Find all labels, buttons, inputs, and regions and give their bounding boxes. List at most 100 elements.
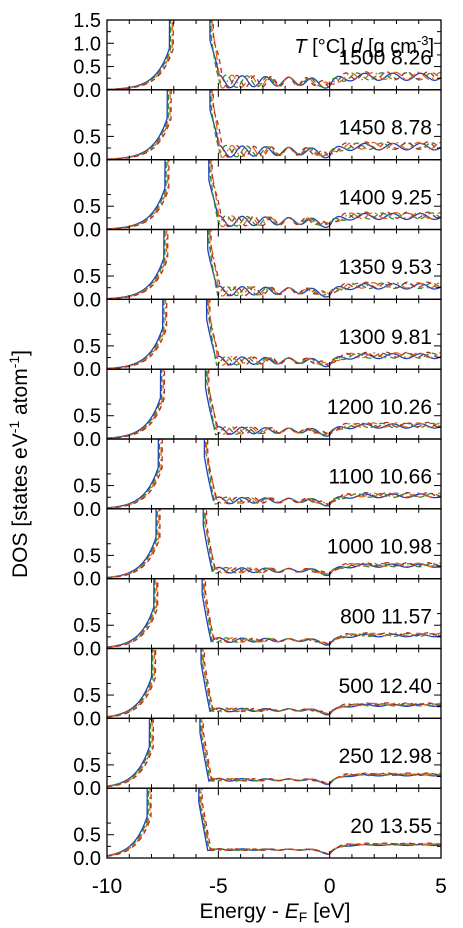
dos-series-line — [107, 299, 441, 370]
panel-2: 0.00.5 1400 9.25 — [73, 159, 442, 242]
panel-10: 0.00.5 250 12.98 — [73, 717, 442, 800]
panel-6: 0.00.5 1100 10.66 — [73, 438, 442, 521]
panel-7: 0.00.5 1000 10.98 — [73, 508, 442, 591]
y-tick-label: 0.0 — [73, 848, 101, 870]
panel-label: 500 12.40 — [339, 675, 432, 698]
y-tick-label: 0.0 — [73, 429, 101, 451]
y-tick-label: 0.5 — [73, 545, 101, 567]
panel-4: 0.00.5 1300 9.81 — [73, 298, 442, 381]
panel-5: 0.00.5 1200 10.26 — [73, 368, 442, 451]
y-tick-label: 0.5 — [73, 406, 101, 428]
curves-group — [107, 718, 441, 788]
y-tick-label: 0.5 — [73, 825, 101, 847]
curves-group — [107, 299, 441, 370]
curves-group — [107, 508, 441, 579]
dos-series-line — [107, 159, 441, 230]
y-tick-label: 1.0 — [73, 33, 101, 55]
dos-series-line — [107, 788, 441, 857]
curves-group — [107, 89, 441, 160]
dos-series-line — [107, 508, 441, 579]
x-tick-label: -10 — [92, 875, 122, 898]
panel-11: 0.00.5 20 13.55 — [73, 787, 442, 870]
panel-0: 0.00.51.01.5 1500 8.26 — [73, 10, 442, 102]
curves-group — [107, 20, 441, 90]
x-axis-label: Energy - EF [eV] — [200, 900, 351, 925]
y-tick-label: 0.5 — [73, 615, 101, 637]
y-tick-label: 0.5 — [73, 755, 101, 777]
x-tick-label: 5 — [435, 875, 447, 898]
column-header: T [°C] d [g cm-3] — [294, 33, 434, 58]
dos-series-line — [107, 229, 441, 300]
y-tick-label: 0.5 — [73, 196, 101, 218]
y-tick-label: 0.0 — [73, 499, 101, 521]
panel-label: 1100 10.66 — [328, 466, 432, 489]
panel-label: 1450 8.78 — [339, 117, 432, 140]
x-tick-label: -5 — [209, 875, 228, 898]
y-axis-label: DOS [states eV-1 atom-1] — [6, 350, 32, 578]
dos-series-line — [107, 299, 441, 370]
curves-group — [107, 159, 441, 230]
y-tick-label: 0.0 — [73, 639, 101, 661]
dos-series-line — [107, 788, 441, 857]
dos-series-line — [107, 578, 441, 649]
curves-group — [107, 439, 441, 509]
x-tick-label: 0 — [324, 875, 336, 898]
dos-series-line — [107, 439, 441, 509]
dos-series-line — [107, 439, 441, 509]
panel-label: 250 12.98 — [339, 745, 432, 768]
dos-series-line — [107, 20, 441, 90]
dos-series-line — [107, 229, 441, 300]
dos-series-line — [107, 159, 441, 230]
dos-series-line — [107, 508, 441, 579]
y-tick-label: 0.5 — [73, 266, 101, 288]
dos-series-line — [107, 648, 441, 718]
y-tick-label: 0.0 — [73, 778, 101, 800]
dos-series-line — [107, 718, 441, 788]
y-tick-label: 0.5 — [73, 476, 101, 498]
panel-label: 1350 9.53 — [339, 256, 432, 279]
panel-label: 20 13.55 — [350, 815, 432, 838]
dos-series-line — [107, 159, 441, 230]
y-tick-label: 0.5 — [73, 57, 101, 79]
panel-label: 800 11.57 — [340, 605, 432, 628]
y-tick-label: 0.0 — [73, 359, 101, 381]
dos-series-line — [107, 159, 441, 230]
panel-label: 1400 9.25 — [339, 186, 432, 209]
dos-series-line — [107, 89, 441, 160]
y-tick-label: 0.0 — [73, 150, 101, 172]
y-tick-label: 0.0 — [73, 80, 101, 102]
dos-series-line — [107, 439, 441, 509]
panel-label: 1500 8.26 — [339, 47, 432, 70]
dos-series-line — [107, 89, 441, 160]
curves-group — [107, 788, 441, 857]
dos-series-line — [107, 508, 441, 579]
y-tick-label: 0.0 — [73, 569, 101, 591]
panel-9: 0.00.5 500 12.40 — [73, 647, 442, 730]
curves-group — [107, 369, 441, 439]
y-tick-label: 0.0 — [73, 220, 101, 242]
dos-series-line — [107, 369, 441, 439]
curves-group — [107, 229, 441, 300]
panel-1: 0.00.5 1450 8.78 — [73, 89, 442, 172]
panel-label: 1000 10.98 — [327, 536, 432, 559]
dos-series-line — [107, 369, 441, 439]
dos-series-line — [107, 229, 441, 300]
panel-8: 0.00.5 800 11.57 — [73, 578, 442, 661]
dos-series-line — [107, 89, 441, 160]
y-tick-label: 0.5 — [73, 336, 101, 358]
dos-series-line — [107, 648, 441, 718]
curves-group — [107, 578, 441, 649]
panel-label: 1200 10.26 — [327, 396, 432, 419]
dos-series-line — [107, 299, 441, 370]
dos-series-line — [107, 369, 441, 439]
dos-series-line — [107, 299, 441, 370]
y-tick-label: 0.5 — [73, 685, 101, 707]
dos-series-line — [107, 439, 441, 509]
dos-series-line — [107, 20, 441, 90]
dos-series-line — [107, 20, 441, 90]
y-tick-label: 1.5 — [73, 10, 101, 32]
curves-group — [107, 648, 441, 718]
dos-series-line — [107, 89, 441, 160]
panel-3: 0.00.5 1350 9.53 — [73, 228, 442, 311]
